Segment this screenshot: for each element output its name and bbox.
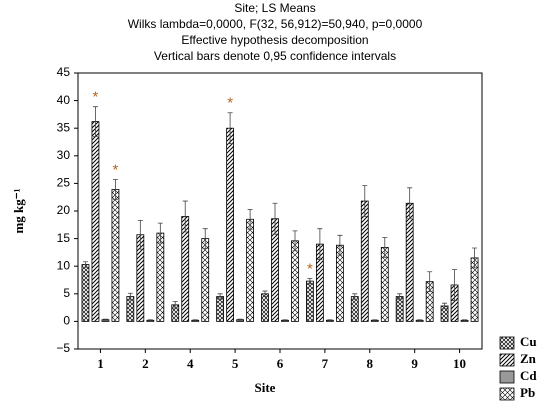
legend-swatch	[499, 353, 515, 367]
error-bar	[442, 302, 448, 310]
bar	[360, 200, 369, 322]
legend-swatch	[499, 336, 515, 350]
error-bar	[382, 237, 388, 258]
y-tick-label: −5	[56, 341, 70, 355]
error-bar	[227, 112, 233, 145]
error-bar	[137, 219, 143, 250]
legend-swatch	[499, 370, 515, 384]
error-bar	[352, 293, 358, 300]
x-tick-label: 2	[142, 356, 149, 371]
bar	[350, 296, 359, 322]
subtitle: Wilks lambda=0,0000, F(32, 56,912)=50,94…	[128, 17, 423, 31]
x-tick-label: 10	[453, 356, 466, 371]
error-bar	[307, 277, 313, 285]
error-bar	[237, 318, 243, 321]
x-tick-label: 8	[367, 356, 374, 371]
annotation: *	[227, 95, 233, 112]
error-bar	[182, 200, 188, 233]
y-tick-label: 30	[57, 148, 71, 162]
bar	[126, 296, 135, 322]
x-tick-label: 7	[322, 356, 329, 371]
legend-label: Pb	[520, 385, 535, 400]
y-tick-label: 15	[57, 231, 71, 245]
legend-label: Cu	[520, 334, 537, 349]
y-tick-label: 45	[57, 65, 71, 79]
subtitle: Effective hypothesis decomposition	[181, 33, 368, 47]
subtitle: Vertical bars denote 0,95 confidence int…	[154, 49, 396, 63]
error-bar	[472, 247, 478, 269]
error-bar	[282, 319, 288, 322]
bar	[305, 280, 314, 322]
bar	[91, 121, 100, 322]
error-bar	[262, 290, 268, 297]
bar	[111, 189, 120, 322]
bar	[156, 232, 165, 322]
error-bar	[427, 271, 433, 292]
y-tick-label: 0	[63, 314, 70, 328]
error-bar	[317, 228, 323, 260]
error-bar	[337, 234, 343, 256]
error-bar	[102, 318, 108, 321]
x-tick-label: 5	[232, 356, 239, 371]
error-bar	[112, 179, 118, 200]
y-tick-label: 5	[63, 286, 70, 300]
x-tick-label: 1	[97, 356, 104, 371]
error-bar	[362, 185, 368, 217]
error-bar	[397, 293, 403, 300]
error-bar	[157, 222, 163, 244]
error-bar	[407, 187, 413, 220]
error-bar	[92, 106, 98, 137]
chart-title: Site; LS Means	[234, 1, 315, 15]
error-bar	[462, 319, 468, 322]
annotation: *	[113, 162, 119, 179]
bar	[216, 296, 225, 322]
x-tick-label: 9	[411, 356, 418, 371]
error-bar	[452, 269, 458, 301]
error-bar	[247, 208, 253, 230]
bar	[291, 240, 299, 322]
x-axis-label: Site	[255, 380, 276, 395]
bar	[261, 293, 269, 322]
error-bar	[217, 293, 223, 300]
error-bar	[147, 319, 153, 322]
bar	[335, 244, 344, 322]
error-bar	[417, 319, 423, 322]
error-bar	[272, 202, 278, 235]
legend-label: Zn	[520, 351, 537, 366]
error-bar	[202, 228, 208, 249]
bar	[395, 296, 404, 322]
annotation: *	[93, 89, 99, 106]
y-tick-label: 35	[57, 120, 71, 134]
bar	[246, 218, 255, 322]
error-bar	[327, 319, 333, 322]
error-bar	[292, 230, 298, 252]
error-bar	[127, 292, 133, 301]
bar	[405, 202, 414, 322]
x-tick-label: 4	[187, 356, 194, 371]
y-axis-label: mg kg⁻¹	[11, 188, 26, 233]
error-bar	[82, 261, 88, 268]
legend-label: Cd	[520, 368, 537, 383]
annotation: *	[307, 260, 313, 277]
legend-swatch	[499, 387, 515, 401]
bar	[201, 238, 210, 322]
bar	[380, 247, 389, 322]
x-tick-label: 6	[277, 356, 284, 371]
y-tick-label: 20	[57, 203, 71, 217]
error-bar	[192, 319, 198, 322]
bar	[81, 264, 90, 322]
y-tick-label: 25	[57, 176, 71, 190]
error-bar	[172, 301, 178, 309]
y-tick-label: 10	[57, 258, 71, 272]
error-bar	[372, 319, 378, 322]
y-tick-label: 40	[57, 93, 71, 107]
bar	[226, 127, 235, 322]
